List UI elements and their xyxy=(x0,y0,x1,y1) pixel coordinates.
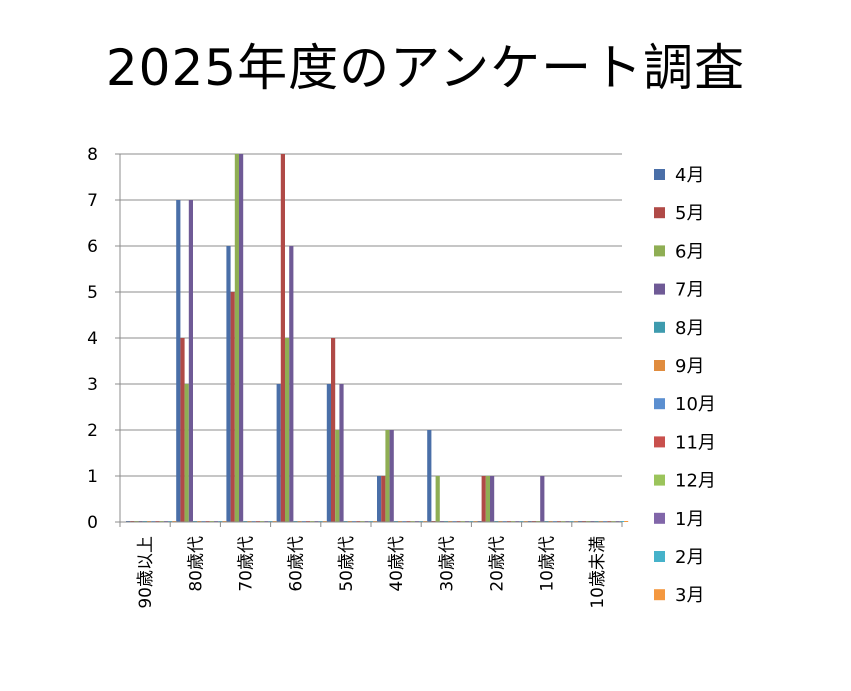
x-tick-label: 10歳未満 xyxy=(588,536,608,609)
bar xyxy=(339,384,344,522)
bar xyxy=(234,154,239,522)
bar xyxy=(481,476,486,522)
bar xyxy=(377,476,382,522)
legend-swatch xyxy=(654,436,665,448)
bar xyxy=(289,246,294,522)
legend-swatch xyxy=(654,551,665,562)
bar xyxy=(230,292,235,522)
legend-label: 10月 xyxy=(675,394,716,415)
bar xyxy=(226,246,231,522)
x-tick-label: 90歳以上 xyxy=(136,536,156,609)
x-tick-label: 80歳代 xyxy=(186,536,206,592)
legend-swatch xyxy=(654,321,665,333)
x-tick-label: 20歳代 xyxy=(488,536,508,592)
legend-swatch xyxy=(654,245,665,257)
bar xyxy=(176,200,181,522)
bar xyxy=(389,430,394,522)
bar xyxy=(326,384,331,522)
legend-label: 11月 xyxy=(675,432,716,453)
legend-label: 12月 xyxy=(675,471,716,492)
bars xyxy=(126,154,629,522)
x-tick-labels: 90歳以上 80歳代 70歳代 60歳代 50歳代 40歳代 30歳代 20歳代 10歳代 10歳… xyxy=(136,536,608,609)
bar xyxy=(188,200,193,522)
y-tick-label: 4 xyxy=(87,329,98,349)
legend-label: 5月 xyxy=(675,203,704,224)
y-tick-label: 6 xyxy=(87,237,98,257)
grid-lines xyxy=(120,153,622,477)
legend-label: 9月 xyxy=(675,356,704,377)
bar xyxy=(485,476,490,522)
legend-swatch xyxy=(654,283,665,295)
y-tick-label: 0 xyxy=(87,513,98,533)
bar xyxy=(427,430,432,522)
x-tick-label: 40歳代 xyxy=(387,536,407,592)
legend-label: 2月 xyxy=(675,547,704,568)
bar xyxy=(285,338,290,522)
legend-label: 7月 xyxy=(675,280,704,301)
legend-label: 3月 xyxy=(675,585,704,606)
bar xyxy=(239,154,244,522)
x-tick-label: 50歳代 xyxy=(337,536,357,592)
legend-swatch xyxy=(654,589,665,601)
bar xyxy=(335,430,340,522)
legend-label: 8月 xyxy=(675,318,704,339)
y-tick-labels: 0 1 2 3 4 5 6 7 8 xyxy=(87,145,98,533)
bar xyxy=(385,430,390,522)
legend-swatch xyxy=(654,360,665,371)
legend-label: 6月 xyxy=(675,241,704,262)
y-tick-label: 3 xyxy=(87,375,98,395)
y-tick-label: 1 xyxy=(87,467,98,487)
legend-label: 1月 xyxy=(675,509,704,530)
bar xyxy=(180,338,185,522)
legend-swatch xyxy=(654,474,665,486)
chart-title: 2025年度のアンケート調査 xyxy=(105,39,746,97)
bar xyxy=(381,476,386,522)
bar xyxy=(624,521,629,522)
legend-swatch xyxy=(654,512,665,524)
axes xyxy=(115,153,623,527)
bar xyxy=(280,154,285,522)
y-tick-label: 2 xyxy=(87,421,98,441)
x-tick-label: 60歳代 xyxy=(287,536,307,592)
bar xyxy=(490,476,495,522)
legend-swatch xyxy=(654,169,665,180)
bar xyxy=(184,384,189,522)
x-tick-label: 10歳代 xyxy=(538,536,558,592)
x-tick-label: 70歳代 xyxy=(237,536,257,592)
x-tick-label: 30歳代 xyxy=(437,536,457,592)
legend: 4月 5月 6月 7月 8月 9月 10月 11月 12月 1月 2月 3月 xyxy=(654,165,716,606)
y-tick-label: 8 xyxy=(87,145,98,165)
bar xyxy=(540,476,545,522)
legend-label: 4月 xyxy=(675,165,704,186)
bar xyxy=(276,384,281,522)
bar xyxy=(331,338,336,522)
y-tick-label: 7 xyxy=(87,191,98,211)
legend-swatch xyxy=(654,207,665,219)
y-tick-label: 5 xyxy=(87,283,98,303)
bar xyxy=(435,476,440,522)
legend-swatch xyxy=(654,398,665,410)
